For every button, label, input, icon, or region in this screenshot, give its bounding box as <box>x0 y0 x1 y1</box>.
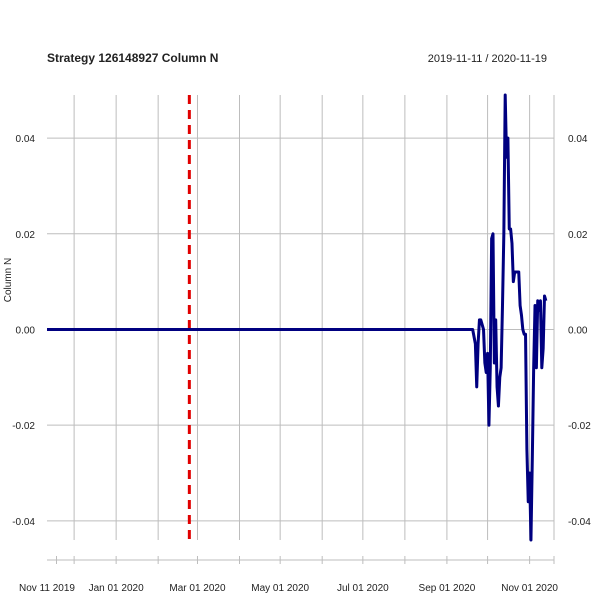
series-layer <box>47 93 548 542</box>
tick-labels: 0.04 0.04 0.02 0.02 0.00 0.00 -0.02 -0.02 -0.04 -… <box>12 134 591 594</box>
x-tick-label: Jan 01 2020 <box>89 583 144 594</box>
x-tick-label: Mar 01 2020 <box>169 583 226 594</box>
y-tick-label-left: -0.02 <box>12 421 35 432</box>
minor-ticks <box>47 556 555 564</box>
y-tick-label-right: 0.00 <box>568 325 588 336</box>
x-tick-label: Jul 01 2020 <box>337 583 389 594</box>
y-tick-label-right: 0.02 <box>568 230 588 241</box>
x-tick-label: Sep 01 2020 <box>419 583 476 594</box>
y-tick-label-right: 0.04 <box>568 134 588 145</box>
y-tick-label-right: -0.04 <box>568 517 591 528</box>
series-line <box>47 93 548 542</box>
chart-title: Strategy 126148927 Column N <box>47 51 218 65</box>
date-range: 2019-11-11 / 2020-11-19 <box>428 53 547 65</box>
y-tick-label-right: -0.02 <box>568 421 591 432</box>
x-tick-label: Nov 11 2019 <box>19 583 75 594</box>
x-tick-label: Nov 01 2020 <box>501 583 558 594</box>
y-axis-title: Column N <box>3 258 14 302</box>
y-tick-label-left: 0.04 <box>16 134 36 145</box>
y-tick-label-left: -0.04 <box>12 517 35 528</box>
grid <box>47 95 555 540</box>
y-tick-label-left: 0.00 <box>16 325 36 336</box>
y-tick-label-left: 0.02 <box>16 230 36 241</box>
x-tick-label: May 01 2020 <box>251 583 309 594</box>
